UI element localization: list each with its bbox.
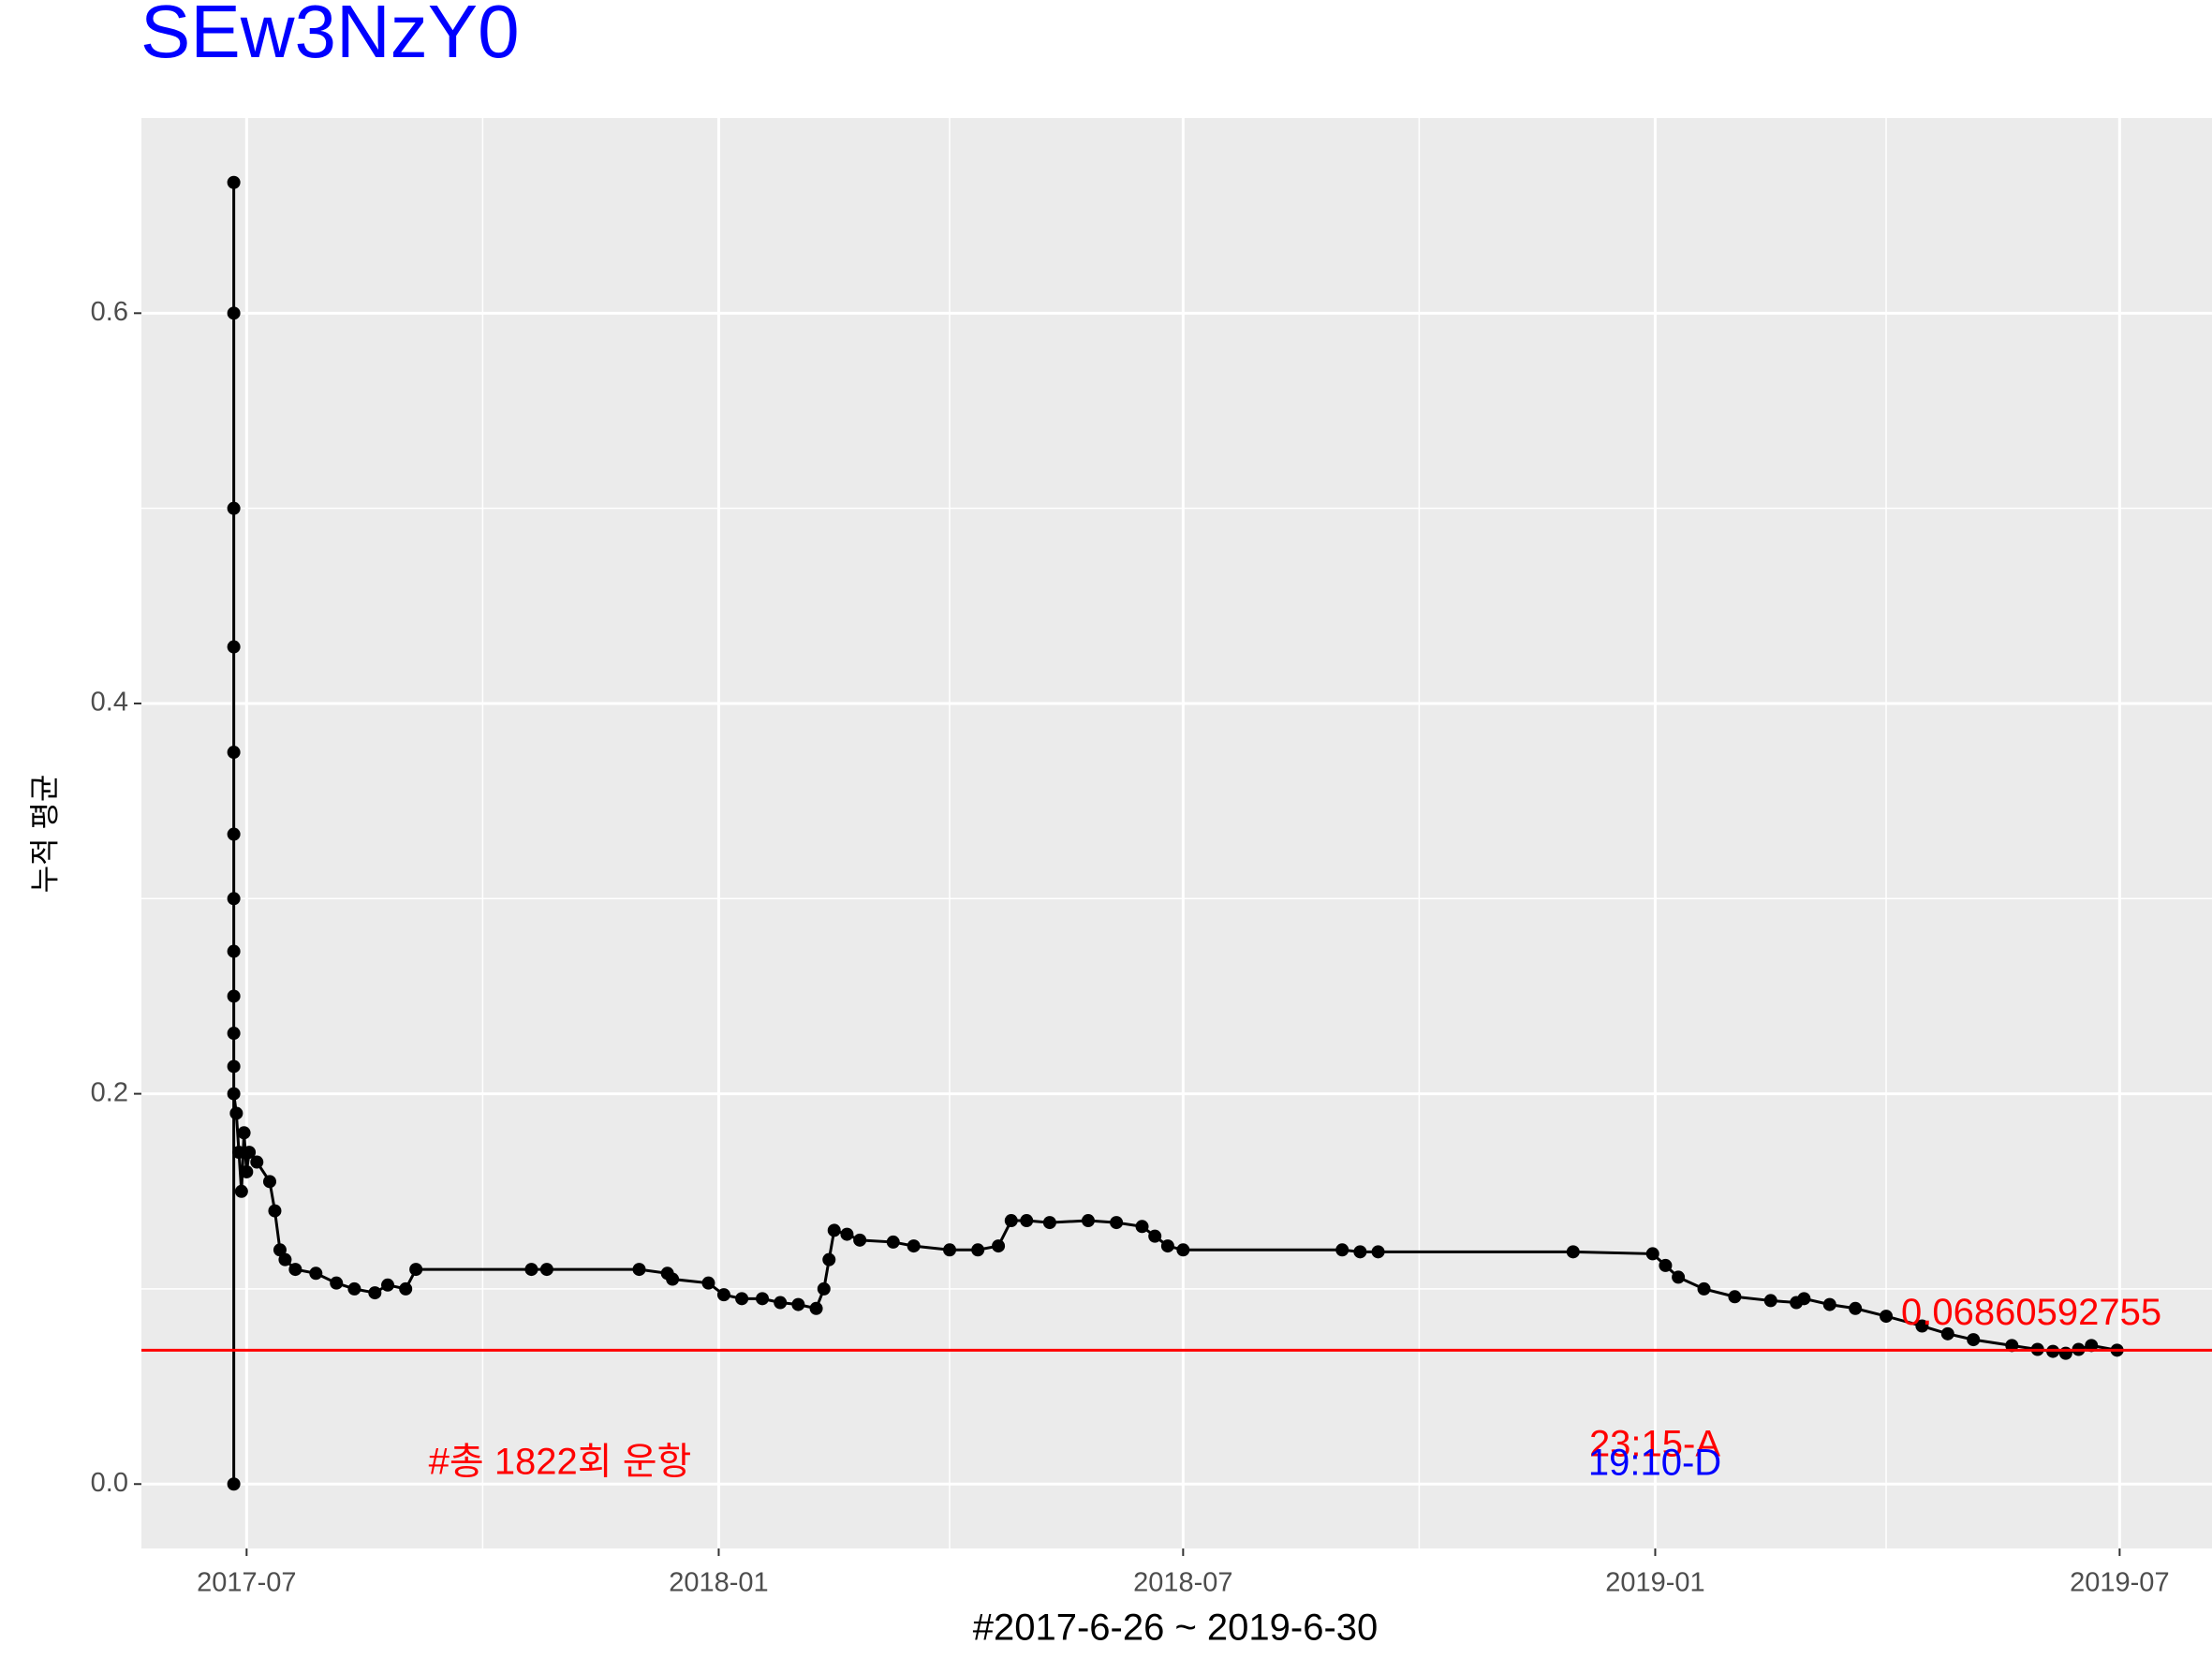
data-point (2058, 1346, 2072, 1360)
data-point (243, 1146, 257, 1160)
x-tick-label: 2017-07 (197, 1568, 296, 1598)
data-point (1042, 1216, 1056, 1230)
y-tick-label: 0.2 (91, 1077, 128, 1107)
data-point (756, 1292, 770, 1306)
y-tick-label: 0.0 (91, 1468, 128, 1498)
y-axis-title: 누적 평균 (27, 775, 61, 894)
data-point (1659, 1258, 1673, 1272)
y-tick-label: 0.6 (91, 297, 128, 327)
data-point (232, 1146, 246, 1160)
data-point (227, 1059, 241, 1074)
data-point (227, 306, 241, 320)
data-point (524, 1263, 538, 1277)
data-point (886, 1235, 900, 1249)
data-point (399, 1281, 413, 1296)
data-point (1967, 1333, 1981, 1347)
data-point (1763, 1294, 1777, 1308)
data-point (250, 1155, 264, 1169)
data-point (262, 1175, 276, 1189)
data-point (992, 1239, 1006, 1253)
data-point (288, 1263, 302, 1277)
data-point (716, 1288, 730, 1302)
data-point (827, 1223, 841, 1237)
data-point (1135, 1220, 1149, 1234)
data-point (1822, 1297, 1836, 1311)
annotation: #총 1822회 운항 (429, 1442, 692, 1483)
data-point (278, 1252, 292, 1266)
plot-area: 0.06860592755 (141, 175, 2212, 1491)
data-point (1160, 1239, 1174, 1253)
data-point (840, 1227, 854, 1241)
data-point (1645, 1247, 1659, 1261)
data-point (1849, 1301, 1863, 1315)
data-point (227, 746, 241, 760)
data-point (1940, 1326, 1954, 1341)
data-point (1797, 1292, 1811, 1306)
data-point (229, 1106, 243, 1120)
annotation: 19:10-D (1588, 1443, 1721, 1484)
data-point (227, 1027, 241, 1041)
data-point (943, 1243, 957, 1257)
data-point (227, 1477, 241, 1491)
data-point (809, 1301, 823, 1315)
data-point (1110, 1216, 1124, 1230)
data-point (1081, 1214, 1095, 1228)
data-point (1566, 1245, 1580, 1259)
data-point (1353, 1245, 1367, 1259)
data-point (347, 1281, 361, 1296)
x-tick-label: 2019-01 (1605, 1568, 1704, 1598)
data-point (381, 1278, 395, 1292)
data-point (227, 892, 241, 906)
data-point (1176, 1243, 1190, 1257)
plot-panel (141, 118, 2212, 1548)
data-point (701, 1276, 715, 1290)
data-point (1335, 1243, 1349, 1257)
data-point (1697, 1281, 1711, 1296)
data-point (268, 1204, 282, 1218)
data-point (227, 640, 241, 654)
data-point (971, 1243, 985, 1257)
data-point (227, 944, 241, 958)
data-point (791, 1297, 805, 1311)
reference-label: 0.06860592755 (1901, 1292, 2161, 1333)
x-tick-label: 2018-07 (1133, 1568, 1232, 1598)
data-point (1020, 1214, 1034, 1228)
data-point (368, 1286, 382, 1300)
y-tick-label: 0.4 (91, 688, 128, 718)
data-point (666, 1272, 680, 1286)
data-point (237, 1126, 251, 1140)
data-point (330, 1276, 344, 1290)
annotation: 23:15-A (1589, 1424, 1720, 1465)
data-point (240, 1164, 254, 1178)
data-point (1672, 1270, 1686, 1284)
data-point (1004, 1214, 1018, 1228)
data-point (227, 175, 241, 189)
x-tick-label: 2018-01 (669, 1568, 768, 1598)
data-point (309, 1266, 323, 1281)
data-point (1148, 1229, 1162, 1243)
data-point (227, 989, 241, 1003)
data-point (632, 1263, 646, 1277)
data-point (774, 1296, 788, 1310)
data-point (234, 1184, 248, 1198)
data-point (822, 1252, 836, 1266)
data-point (1915, 1319, 1929, 1333)
data-point (1728, 1290, 1742, 1304)
data-point (273, 1243, 287, 1257)
data-point (227, 1087, 241, 1101)
x-tick-label: 2019-07 (2070, 1568, 2169, 1598)
data-point (227, 827, 241, 841)
x-axis-title: #2017-6-26 ~ 2019-6-30 (973, 1607, 1379, 1649)
data-point (409, 1263, 423, 1277)
data-point (853, 1233, 867, 1247)
data-point (1371, 1245, 1385, 1259)
data-point (539, 1263, 553, 1277)
data-point (907, 1239, 921, 1253)
data-point (227, 501, 241, 515)
chart-title: SEw3NzY0 (140, 0, 520, 73)
data-point (817, 1281, 831, 1296)
data-point (735, 1292, 749, 1306)
data-point (1880, 1310, 1894, 1324)
